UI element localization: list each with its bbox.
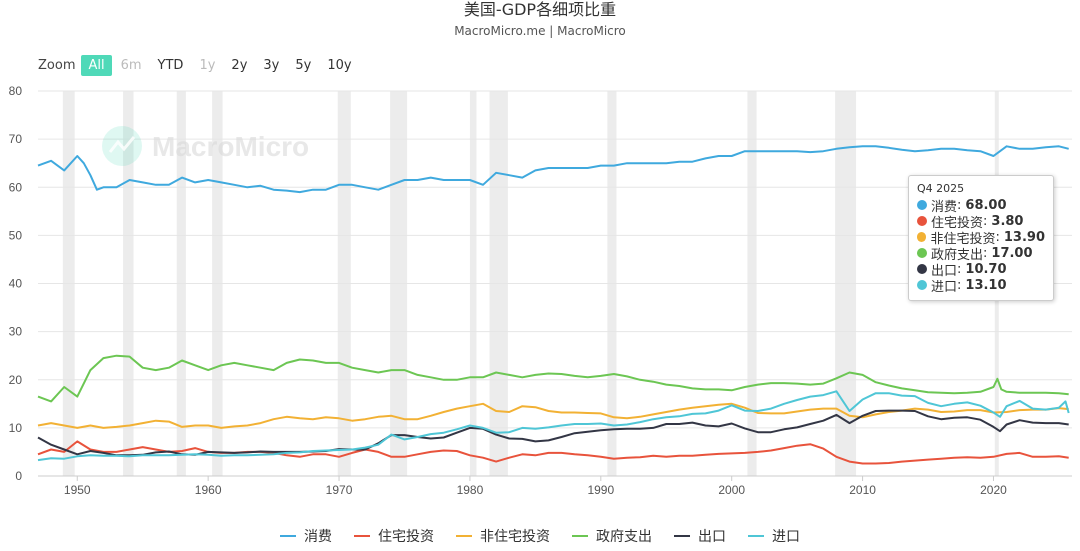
- tooltip-series-name: 出口: [931, 263, 958, 279]
- legend-item-nonresidential[interactable]: 非住宅投资: [456, 526, 550, 546]
- series-line-3[interactable]: [37, 402, 1069, 429]
- legend-label: 非住宅投资: [480, 529, 550, 545]
- x-tick-label: 1970: [326, 483, 353, 497]
- tooltip-series-value: 10.70: [965, 261, 1007, 277]
- x-tick-label: 2010: [849, 483, 876, 497]
- series-dot-icon: [917, 216, 927, 226]
- x-tick-label: 2020: [980, 483, 1007, 497]
- legend-item-consumption[interactable]: 消费: [280, 526, 332, 546]
- y-tick-label: 50: [9, 228, 23, 242]
- tooltip-series-name: 政府支出: [931, 247, 984, 263]
- legend-item-residential[interactable]: 住宅投资: [354, 526, 434, 546]
- tooltip-row-exports: 出口:10.70: [917, 261, 1045, 279]
- y-tick-label: 80: [9, 84, 23, 98]
- series-line-1[interactable]: [37, 145, 1069, 194]
- tooltip-series-value: 13.10: [965, 277, 1007, 293]
- series-line-5[interactable]: [37, 409, 1069, 457]
- tooltip-date: Q4 2025: [917, 182, 965, 195]
- x-tick-label: 1990: [587, 483, 614, 497]
- series-line-4[interactable]: [37, 354, 1069, 403]
- tooltip-row-imports: 进口:13.10: [917, 277, 1045, 295]
- tooltip-series-name: 消费: [931, 199, 958, 215]
- legend-line-icon: [354, 535, 370, 537]
- series-dot-icon: [917, 200, 927, 210]
- chart-subtitle: MacroMicro.me | MacroMicro: [454, 24, 626, 38]
- zoom-1y-button[interactable]: 1y: [199, 57, 216, 73]
- tooltip-series-value: 17.00: [991, 245, 1033, 261]
- legend-item-exports[interactable]: 出口: [674, 526, 726, 546]
- zoom-bar: Zoom All 6m YTD 1y 2y 3y 5y 10y: [38, 53, 361, 77]
- tooltip-series-name: 进口: [931, 279, 958, 295]
- tooltip-row-consumption: 消费:68.00: [917, 197, 1045, 215]
- legend-line-icon: [674, 535, 690, 537]
- tooltip-row-nonresidential: 非住宅投资:13.90: [917, 229, 1045, 247]
- y-tick-label: 20: [9, 373, 23, 387]
- tooltip-row-government: 政府支出:17.00: [917, 245, 1045, 263]
- tooltip-series-value: 3.80: [991, 213, 1024, 229]
- legend-label: 出口: [698, 529, 726, 545]
- tooltip-series-name: 非住宅投资: [930, 231, 996, 247]
- legend-label: 住宅投资: [378, 529, 434, 545]
- legend-line-icon: [572, 535, 588, 537]
- tooltip-row-residential: 住宅投资:3.80: [917, 213, 1045, 231]
- chart-title: 美国-GDP各细项比重: [463, 0, 617, 19]
- y-tick-label: 30: [9, 325, 23, 339]
- macromicro-watermark: MacroMicro: [102, 126, 309, 166]
- legend-label: 政府支出: [596, 529, 652, 545]
- y-tick-label: 70: [9, 132, 23, 146]
- x-tick-label: 1950: [64, 483, 91, 497]
- y-tick-label: 40: [9, 277, 23, 291]
- series-dot-icon: [917, 248, 927, 258]
- zoom-5y-button[interactable]: 5y: [295, 57, 312, 73]
- tooltip-series-value: 13.90: [1003, 229, 1045, 245]
- zoom-3y-button[interactable]: 3y: [263, 57, 280, 73]
- y-tick-label: 10: [9, 421, 23, 435]
- legend-item-imports[interactable]: 进口: [748, 526, 800, 546]
- zoom-6m-button[interactable]: 6m: [120, 57, 142, 73]
- legend-line-icon: [748, 535, 764, 537]
- series-dot-icon: [917, 232, 927, 242]
- series-line-2[interactable]: [37, 440, 1069, 465]
- x-tick-label: 1980: [457, 483, 484, 497]
- legend-label: 消费: [304, 529, 332, 545]
- series-dot-icon: [917, 280, 927, 290]
- tooltip-series-name: 住宅投资: [931, 215, 984, 231]
- y-tick-label: 0: [15, 469, 22, 483]
- watermark-text: MacroMicro: [152, 131, 309, 162]
- series-line-6[interactable]: [37, 390, 1070, 462]
- legend-line-icon: [456, 535, 472, 537]
- legend-label: 进口: [772, 529, 800, 545]
- zoom-2y-button[interactable]: 2y: [231, 57, 248, 73]
- series-dot-icon: [917, 264, 927, 274]
- legend-line-icon: [280, 535, 296, 537]
- tooltip-series-value: 68.00: [965, 197, 1007, 213]
- zoom-label: Zoom: [38, 57, 76, 73]
- zoom-10y-button[interactable]: 10y: [327, 57, 352, 73]
- y-tick-label: 60: [9, 180, 23, 194]
- chart-legend: 消费 住宅投资 非住宅投资 政府支出 出口 进口: [0, 526, 1080, 546]
- zoom-all-button[interactable]: All: [81, 54, 112, 76]
- zoom-ytd-button[interactable]: YTD: [157, 57, 184, 73]
- legend-item-government[interactable]: 政府支出: [572, 526, 652, 546]
- x-tick-label: 1960: [195, 483, 222, 497]
- x-tick-label: 2000: [718, 483, 745, 497]
- data-tooltip: Q4 2025 消费:68.00 住宅投资:3.80 非住宅投资:13.90 政…: [908, 175, 1054, 301]
